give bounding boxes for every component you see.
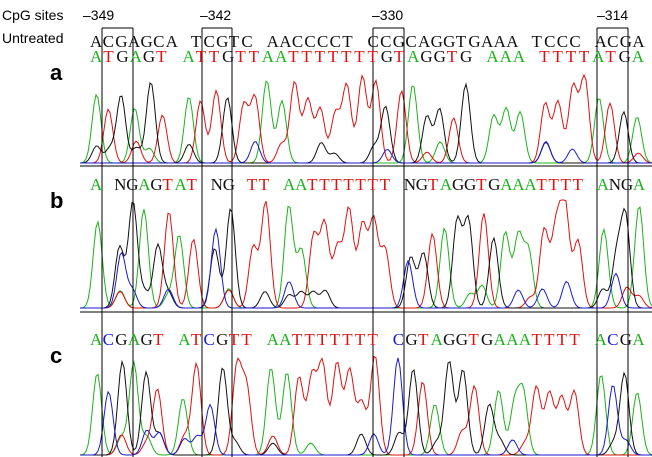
cpg-position: –349 <box>83 7 114 23</box>
base-calls: ACGAGT <box>90 330 164 349</box>
cpg-position: –342 <box>200 7 231 23</box>
panel-label: b <box>50 188 63 213</box>
base-calls: AAA <box>486 47 525 66</box>
cpg-position: –314 <box>597 7 628 23</box>
base-calls: AATTTTTTT <box>283 175 391 194</box>
base-calls: NGAGTAT <box>114 175 197 194</box>
figure: CpG sites –349 –342 –330 –314 Untreated … <box>0 0 652 457</box>
base-calls: A <box>90 175 103 194</box>
panel-label: a <box>50 60 63 85</box>
untreated-label: Untreated <box>2 30 63 46</box>
cpg-label: CpG sites <box>2 7 63 23</box>
base-calls: TT <box>247 175 270 194</box>
cpg-position: –330 <box>372 7 403 23</box>
trace <box>80 75 652 163</box>
base-calls: ANGA <box>597 175 646 194</box>
base-calls: NGTAGGTGAAATTTT <box>404 175 584 194</box>
trace <box>80 357 652 455</box>
panel-label: c <box>50 343 62 368</box>
base-calls: ACGA <box>595 330 646 349</box>
base-calls: NG <box>211 175 235 194</box>
